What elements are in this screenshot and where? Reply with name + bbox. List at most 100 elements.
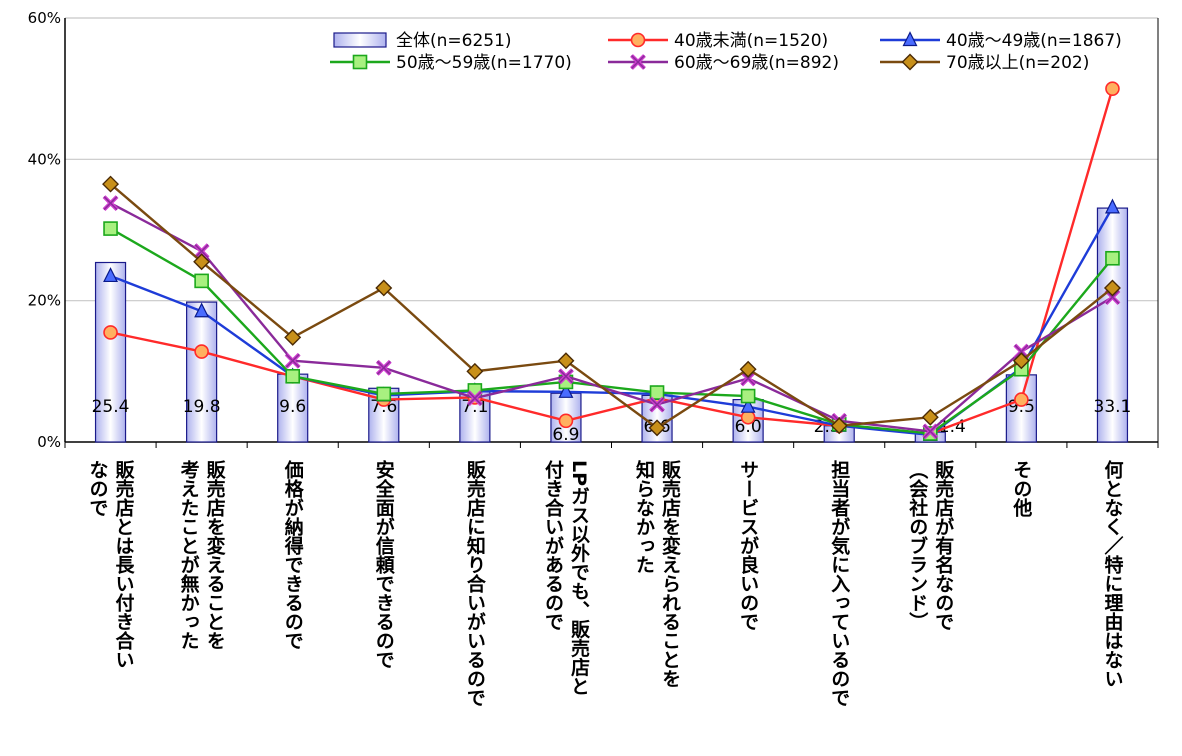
series-line (109, 183, 1114, 430)
marker-square (649, 385, 665, 400)
x-category-label: 販売店に知り合いがいるので (462, 460, 488, 707)
marker-square (285, 368, 301, 384)
x-category-label: 販売店を変えることを 考えたことが無かった (176, 460, 228, 650)
marker-x-outline (741, 371, 756, 386)
marker-x-outline (650, 397, 665, 412)
x-category-label-line: 知らなかった (633, 460, 656, 574)
marker-x-outline (630, 54, 646, 70)
x-category-label-line: 販売店を変えることを (203, 460, 226, 650)
marker-diamond (901, 53, 919, 71)
marker-triangle (194, 302, 210, 318)
y-tick-label: 40% (28, 150, 61, 168)
line-series-group (102, 175, 1121, 437)
axes: 0% 20% 40% 60% (28, 9, 1159, 451)
bar-data-label: 25.4 (92, 397, 130, 417)
bar-data-label: 7.1 (461, 397, 488, 417)
legend-item: 60歳～69歳(n=892) (608, 53, 839, 73)
x-category-label-line: 担当者が気に入っているので (828, 460, 851, 707)
marker-square (103, 221, 118, 236)
marker-diamond (830, 417, 848, 435)
x-category-label-line: その他 (1010, 460, 1033, 517)
x-category-label-line: 付き合いがあるので (541, 460, 564, 631)
marker-square (194, 273, 209, 289)
y-tick-label: 20% (28, 292, 61, 310)
marker-diamond (193, 253, 211, 271)
x-category-label: 担当者が気に入っているので (826, 460, 852, 707)
marker-diamond (557, 352, 575, 370)
marker-circle (194, 344, 209, 359)
marker-x-outline (103, 196, 118, 211)
x-category-label-line: 何となく／特に理由はない (1101, 460, 1124, 688)
line-series-group (103, 198, 1120, 442)
legend-label: 70歳以上(n=202) (946, 53, 1089, 73)
marker-circle (1105, 81, 1120, 96)
marker-triangle (558, 382, 574, 398)
x-category-label-line: 安全面が信頼できるので (372, 460, 395, 669)
x-category-label-line: （会社のブランド） (906, 460, 929, 631)
marker-diamond (739, 360, 757, 378)
legend-item: 70歳以上(n=202) (880, 53, 1089, 73)
marker-square (1105, 250, 1120, 266)
legend-label: 40歳未満(n=1520) (674, 31, 828, 51)
x-category-label-line: 販売店とは長い付き合い (112, 460, 135, 669)
marker-diamond (284, 328, 302, 346)
y-tick-label: 60% (28, 9, 61, 27)
x-category-label-line: サービスが良いので (737, 460, 760, 631)
marker-x-outline (467, 391, 482, 406)
legend-item: 50歳～59歳(n=1770) (330, 53, 572, 73)
x-category-label-line: 販売店を変えられることを (659, 460, 682, 688)
bar-series (94, 207, 1129, 443)
legend-item: 40歳未満(n=1520) (608, 31, 828, 51)
x-category-label-line: 考えたことが無かった (177, 460, 200, 650)
marker-square (740, 388, 756, 404)
x-category-label: 価格が納得できるので (280, 460, 306, 650)
series-line (109, 227, 1114, 435)
legend-item: 40歳～49歳(n=1867) (880, 31, 1122, 51)
marker-x-outline (376, 360, 391, 375)
marker-triangle (1104, 198, 1120, 214)
marker-circle (103, 325, 118, 340)
marker-diamond (1103, 279, 1121, 297)
marker-triangle (740, 397, 756, 413)
marker-square (376, 386, 392, 402)
marker-triangle (902, 31, 918, 47)
marker-diamond (1012, 352, 1030, 370)
x-category-label-line: 販売店に知り合いがいるので (463, 460, 486, 707)
bar (1096, 207, 1129, 443)
x-category-label: 安全面が信頼できるので (371, 460, 397, 669)
legend-item: 全体(n=6251) (333, 31, 512, 51)
marker-diamond (102, 175, 120, 193)
x-category-label: LPガス以外でも、販売店と 付き合いがあるので (540, 460, 592, 695)
marker-x-outline (923, 424, 938, 439)
legend-label: 60歳～69歳(n=892) (674, 53, 839, 73)
legend-background (323, 24, 1157, 76)
x-category-label-line: なので (86, 460, 109, 517)
bar-data-label: 9.6 (279, 397, 306, 417)
x-category-label-line: LPガス以外でも、販売店と (567, 460, 590, 696)
bar-data-label: 6.9 (552, 425, 579, 445)
marker-diamond (921, 408, 939, 426)
line-series-group (103, 221, 1120, 441)
x-category-label-line: 価格が納得できるので (281, 460, 304, 650)
legend-label: 全体(n=6251) (396, 31, 512, 51)
line-series-group (102, 195, 1121, 440)
bar (94, 261, 127, 443)
x-category-label: 販売店を変えられることを 知らなかった (631, 460, 683, 688)
legend: 全体(n=6251) 40歳未満(n=1520) 40歳～49歳(n=1867) 50… (323, 24, 1157, 76)
marker-triangle (103, 267, 119, 283)
legend-swatch-bar (333, 32, 387, 48)
x-category-label: 販売店が有名なので （会社のブランド） (904, 460, 956, 631)
bar-data-label: 33.1 (1094, 397, 1132, 417)
bar (186, 301, 218, 443)
bar-data-label: 19.8 (183, 397, 221, 417)
marker-square (352, 54, 368, 70)
marker-x-outline (285, 353, 300, 368)
line-series (102, 81, 1121, 442)
marker-diamond (375, 279, 393, 297)
x-category-label: その他 (1008, 460, 1034, 517)
marker-diamond (648, 419, 666, 437)
marker-circle (558, 413, 574, 429)
marker-circle (630, 32, 646, 48)
marker-diamond (466, 362, 484, 380)
